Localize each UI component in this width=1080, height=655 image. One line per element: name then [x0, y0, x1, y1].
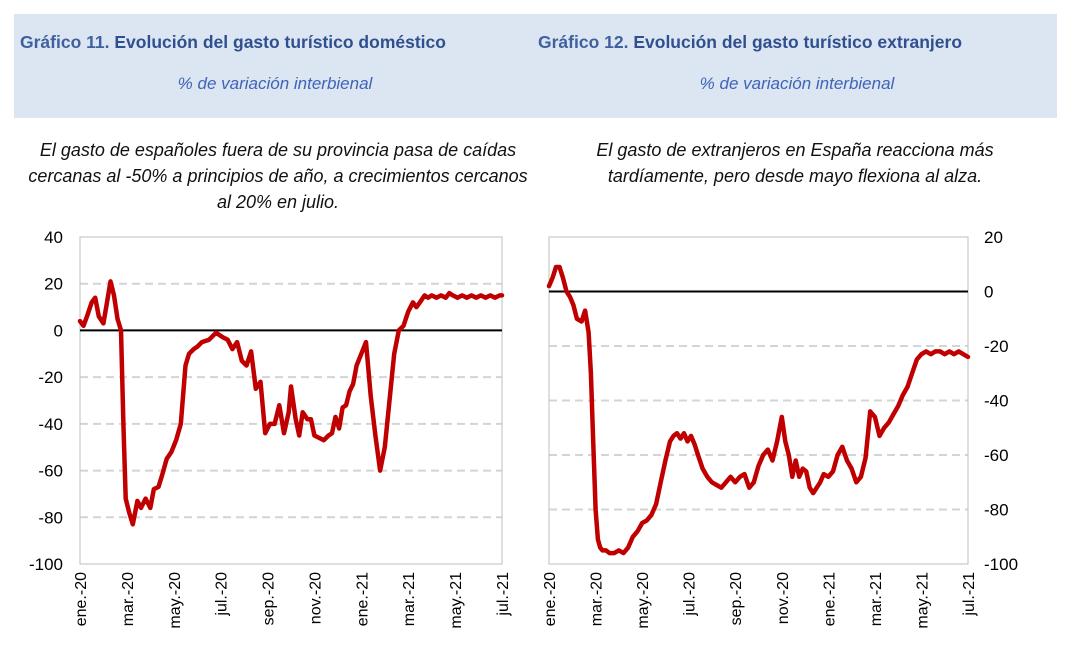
chart-11-title: Gráfico 11. Evolución del gasto turístic… [20, 32, 446, 53]
chart-11-description: El gasto de españoles fuera de su provin… [28, 140, 528, 212]
chart-12-xtick-label: may.-21 [914, 572, 931, 629]
chart-11-xtick-label: sep.-20 [261, 572, 278, 625]
chart-12-plot: 20 0 -20 -40 -60 -80 -100 ene.-20 mar.-20 may.-20… [542, 228, 1018, 629]
chart-12-xtick-label: jul.-20 [682, 572, 699, 617]
chart-11-ytick-label: -80 [38, 508, 63, 527]
chart-12-xtick-label: sep.-20 [728, 572, 745, 625]
chart-12-frame [548, 236, 969, 565]
chart-12-ytick-label: -40 [984, 392, 1009, 411]
chart-12-ytick-label: -80 [984, 501, 1009, 520]
chart-12-ytick-label: -60 [984, 446, 1009, 465]
chart-11-ytick-label: -40 [38, 415, 63, 434]
chart-12-xtick-label: ene.-21 [821, 572, 838, 626]
chart-11-ytick-label: -60 [38, 462, 63, 481]
chart-12-xtick-label: nov.-20 [775, 572, 792, 624]
chart-11-xtick-label: ene.-21 [354, 572, 371, 626]
chart-11-xtick-label: mar.-21 [401, 572, 418, 626]
chart-12-ytick-label: -20 [984, 337, 1009, 356]
chart-12-title-text: Evolución del gasto turístico extranjero [633, 32, 963, 52]
chart-12-ytick-label: 0 [984, 283, 993, 302]
chart-11-xtick-label: jul.-20 [214, 572, 231, 617]
chart-11-frame [79, 236, 503, 565]
chart-12-number: Gráfico 12. [538, 32, 629, 52]
chart-12-xtick-label: mar.-20 [589, 572, 606, 626]
chart-12-xtick-label: jul.-21 [961, 572, 978, 617]
chart-11-title-text: Evolución del gasto turístico doméstico [114, 32, 446, 52]
chart-11-ytick-label: 0 [54, 321, 63, 340]
chart-11-plot: 40 20 0 -20 -40 -60 -80 -100 ene.-20 mar.-20 may.-… [29, 228, 512, 629]
chart-12-ytick-label: 20 [984, 228, 1003, 247]
chart-11-ytick-label: 40 [44, 228, 63, 247]
chart-11-series-line [77, 279, 505, 527]
chart-11-ytick-label: -100 [29, 555, 63, 574]
chart-11-xtick-label: mar.-20 [120, 572, 137, 626]
chart-12-series-line [546, 264, 971, 556]
chart-11-ytick-label: 20 [44, 275, 63, 294]
chart-12-subtitle: % de variación interbienal [699, 74, 895, 93]
chart-11-xtick-label: ene.-20 [73, 572, 90, 626]
chart-11-xtick-label: nov.-20 [307, 572, 324, 624]
chart-12-xtick-label: may.-20 [635, 572, 652, 629]
chart-11-subtitle: % de variación interbienal [177, 74, 373, 93]
chart-12-description: El gasto de extranjeros en España reacci… [596, 140, 994, 186]
header-banner [14, 14, 1057, 118]
chart-11-xtick-label: may.-21 [448, 572, 465, 629]
chart-11-ytick-label: -20 [38, 368, 63, 387]
chart-12-xtick-label: ene.-20 [542, 572, 559, 626]
chart-12-ytick-label: -100 [984, 555, 1018, 574]
chart-11-xtick-label: may.-20 [167, 572, 184, 629]
chart-11-number: Gráfico 11. [20, 32, 110, 52]
chart-11-xtick-label: jul.-21 [495, 572, 512, 617]
chart-12-title: Gráfico 12. Evolución del gasto turístic… [538, 32, 962, 53]
chart-12-xtick-label: mar.-21 [868, 572, 885, 626]
